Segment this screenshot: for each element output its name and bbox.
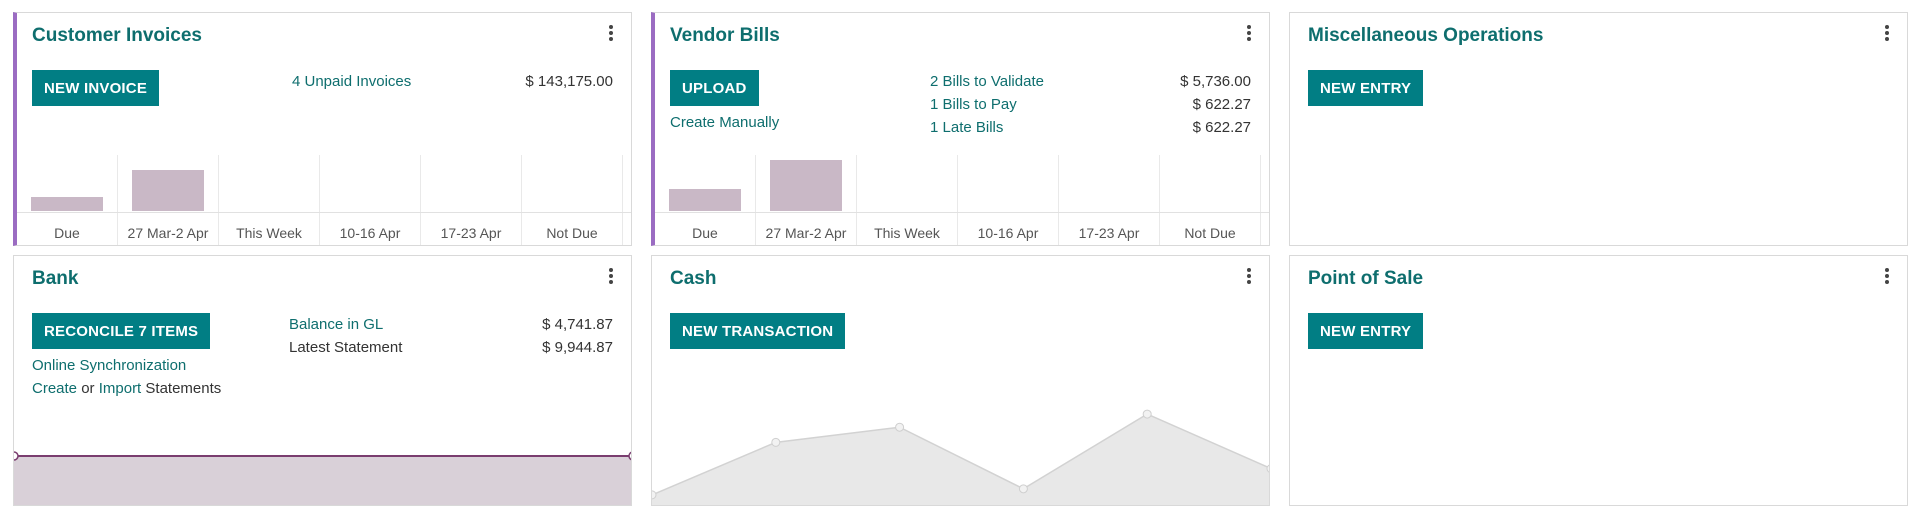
bank-balance-chart (14, 451, 632, 505)
new-transaction-button[interactable]: NEW TRANSACTION (670, 313, 846, 349)
cash-point[interactable] (652, 490, 657, 500)
bills-to-pay-link[interactable]: 1 Bills to Pay (930, 96, 1017, 113)
customer-invoices-tick-label: 10-16 Apr (339, 225, 401, 241)
customer-invoices-tick-label: 17-23 Apr (440, 225, 502, 241)
cash-card: Cash NEW TRANSACTION (651, 255, 1270, 506)
latest-statement-row: Latest Statement $ 9,944.87 (289, 339, 613, 356)
customer-invoices-kebab-icon[interactable] (605, 25, 617, 43)
bank-card: Bank RECONCILE 7 ITEMS Online Synchroniz… (13, 255, 632, 506)
vendor-bills-title[interactable]: Vendor Bills (670, 25, 780, 46)
cash-balance-chart (652, 409, 1270, 505)
new-invoice-button[interactable]: NEW INVOICE (32, 70, 160, 106)
import-link[interactable]: Import (98, 380, 142, 397)
customer-invoices-tick-label: 27 Mar-2 Apr (127, 225, 209, 241)
bills-to-pay-row: 1 Bills to Pay $ 622.27 (930, 96, 1251, 113)
misc-operations-title[interactable]: Miscellaneous Operations (1308, 25, 1544, 46)
customer-invoices-title[interactable]: Customer Invoices (32, 25, 202, 46)
bank-area (14, 456, 631, 505)
bank-point[interactable] (628, 451, 632, 461)
late-bills-amount: $ 622.27 (1192, 119, 1251, 136)
misc-new-entry-button[interactable]: NEW ENTRY (1308, 70, 1424, 106)
bills-to-validate-link[interactable]: 2 Bills to Validate (930, 73, 1044, 90)
customer-invoices-column[interactable]: This Week (219, 155, 320, 245)
customer-invoices-column[interactable]: Due (17, 155, 118, 245)
bank-kebab-icon[interactable] (605, 268, 617, 286)
cash-title[interactable]: Cash (670, 268, 717, 289)
bills-to-pay-amount: $ 622.27 (1192, 96, 1251, 113)
pos-new-entry-button[interactable]: NEW ENTRY (1308, 313, 1424, 349)
upload-button[interactable]: UPLOAD (670, 70, 759, 106)
vendor-bills-bar[interactable] (770, 160, 842, 211)
late-bills-link[interactable]: 1 Late Bills (930, 119, 1004, 136)
vendor-bills-column[interactable]: Not Due (1160, 155, 1261, 245)
vendor-bills-tick-label: Due (692, 225, 718, 241)
latest-statement-amount: $ 9,944.87 (542, 339, 613, 356)
or-text: or (81, 380, 95, 397)
customer-invoices-bar[interactable] (132, 170, 204, 211)
bills-to-validate-amount: $ 5,736.00 (1180, 73, 1251, 90)
vendor-bills-tick-label: This Week (874, 225, 940, 241)
vendor-bills-column[interactable]: 17-23 Apr (1059, 155, 1160, 245)
vendor-bills-tick-label: 27 Mar-2 Apr (765, 225, 847, 241)
customer-invoices-tick-label: Due (54, 225, 80, 241)
online-sync-link[interactable]: Online Synchronization (32, 357, 187, 374)
unpaid-invoices-row: 4 Unpaid Invoices $ 143,175.00 (292, 73, 613, 90)
create-manually-link[interactable]: Create Manually (670, 114, 780, 131)
vendor-bills-axis-line (655, 212, 1269, 213)
vendor-bills-tick-label: 17-23 Apr (1078, 225, 1140, 241)
vendor-bills-card: Vendor Bills UPLOAD Create Manually 2 Bi… (651, 12, 1270, 246)
vendor-bills-chart: Due 27 Mar-2 Apr This Week 10-16 Apr 17-23 A… (655, 155, 1269, 245)
create-import-line: Create or Import Statements (32, 380, 221, 397)
balance-gl-link[interactable]: Balance in GL (289, 316, 384, 333)
customer-invoices-column[interactable]: 17-23 Apr (421, 155, 522, 245)
pos-kebab-icon[interactable] (1881, 268, 1893, 286)
balance-gl-amount: $ 4,741.87 (542, 316, 613, 333)
bank-point[interactable] (14, 451, 19, 461)
create-link[interactable]: Create (32, 380, 78, 397)
customer-invoices-bar[interactable] (31, 197, 103, 211)
pos-card: Point of Sale NEW ENTRY (1289, 255, 1908, 506)
latest-statement-label: Latest Statement (289, 339, 403, 356)
vendor-bills-column[interactable]: 27 Mar-2 Apr (756, 155, 857, 245)
vendor-bills-tick-label: Not Due (1184, 225, 1236, 241)
customer-invoices-tick-label: This Week (236, 225, 302, 241)
pos-title[interactable]: Point of Sale (1308, 268, 1424, 289)
vendor-bills-column[interactable]: This Week (857, 155, 958, 245)
customer-invoices-card: Customer Invoices NEW INVOICE 4 Unpaid I… (13, 12, 632, 246)
customer-invoices-tick-label: Not Due (546, 225, 598, 241)
vendor-bills-column[interactable]: 10-16 Apr (958, 155, 1059, 245)
cash-point[interactable] (1018, 484, 1028, 494)
customer-invoices-column[interactable]: 27 Mar-2 Apr (118, 155, 219, 245)
misc-operations-card: Miscellaneous Operations NEW ENTRY (1289, 12, 1908, 246)
misc-operations-kebab-icon[interactable] (1881, 25, 1893, 43)
reconcile-button[interactable]: RECONCILE 7 ITEMS (32, 313, 211, 349)
cash-area (652, 414, 1269, 505)
bills-to-validate-row: 2 Bills to Validate $ 5,736.00 (930, 73, 1251, 90)
cash-line (652, 413, 1269, 496)
vendor-bills-kebab-icon[interactable] (1243, 25, 1255, 43)
vendor-bills-tick-label: 10-16 Apr (977, 225, 1039, 241)
cash-point[interactable] (771, 437, 781, 447)
customer-invoices-column[interactable]: Not Due (522, 155, 623, 245)
cash-kebab-icon[interactable] (1243, 268, 1255, 286)
bank-title[interactable]: Bank (32, 268, 79, 289)
unpaid-invoices-amount: $ 143,175.00 (525, 73, 613, 90)
statements-text: Statements (145, 380, 222, 397)
cash-point[interactable] (1266, 464, 1270, 473)
cash-point[interactable] (895, 422, 905, 432)
late-bills-row: 1 Late Bills $ 622.27 (930, 119, 1251, 136)
unpaid-invoices-link[interactable]: 4 Unpaid Invoices (292, 73, 412, 90)
vendor-bills-bar[interactable] (669, 189, 741, 211)
customer-invoices-axis-line (17, 212, 631, 213)
cash-point[interactable] (1142, 409, 1152, 419)
vendor-bills-column[interactable]: Due (655, 155, 756, 245)
customer-invoices-column[interactable]: 10-16 Apr (320, 155, 421, 245)
customer-invoices-chart: Due 27 Mar-2 Apr This Week 10-16 Apr 17-23 A… (17, 155, 631, 245)
balance-gl-row: Balance in GL $ 4,741.87 (289, 316, 613, 333)
